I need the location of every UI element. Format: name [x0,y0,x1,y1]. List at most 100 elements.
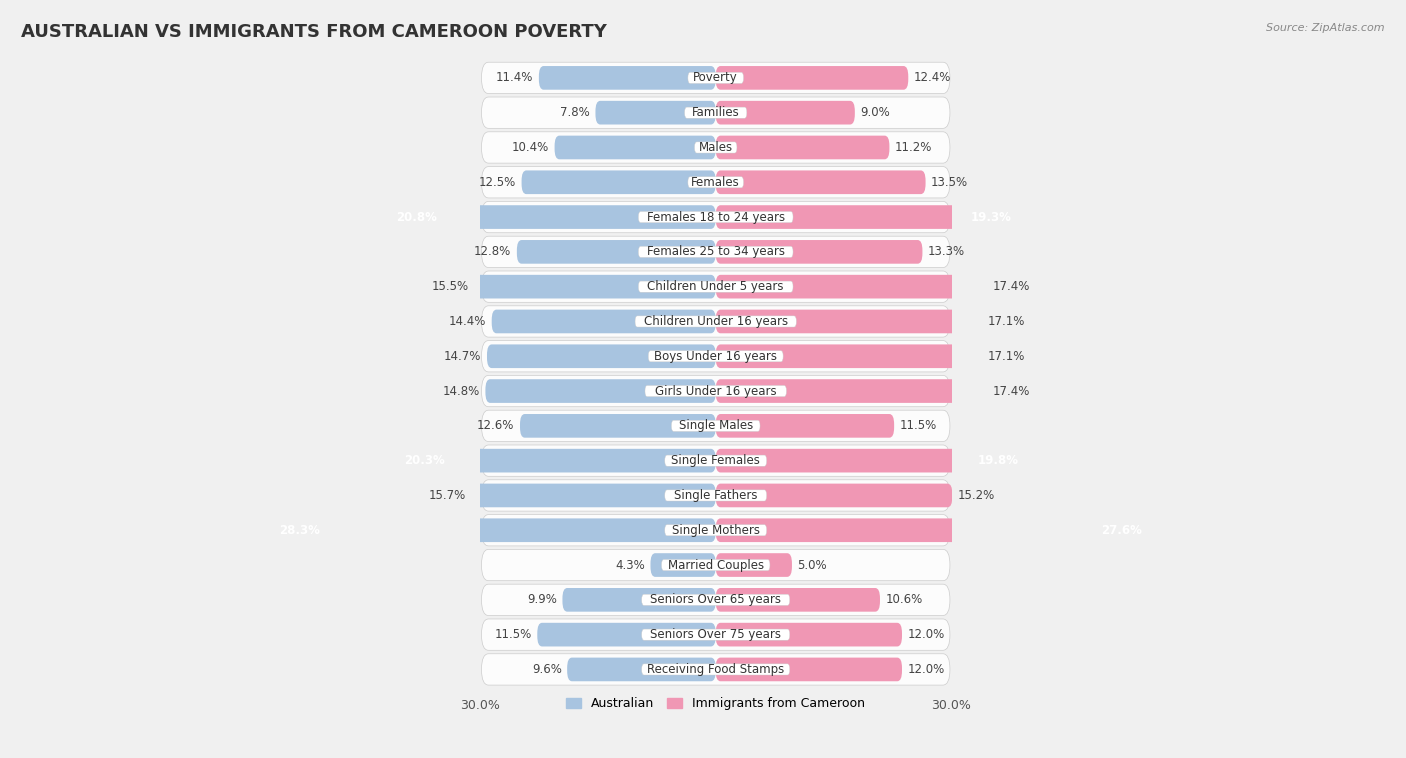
Text: 4.3%: 4.3% [616,559,645,572]
Text: Single Males: Single Males [679,419,752,432]
Text: 17.4%: 17.4% [993,280,1029,293]
FancyBboxPatch shape [399,449,716,472]
Text: 15.5%: 15.5% [432,280,470,293]
FancyBboxPatch shape [554,136,716,159]
FancyBboxPatch shape [481,97,950,128]
FancyBboxPatch shape [638,281,793,293]
FancyBboxPatch shape [481,305,950,337]
Text: 10.6%: 10.6% [886,594,922,606]
FancyBboxPatch shape [481,271,950,302]
FancyBboxPatch shape [481,132,950,163]
Text: Females: Females [692,176,740,189]
FancyBboxPatch shape [481,375,950,407]
FancyBboxPatch shape [716,414,894,437]
FancyBboxPatch shape [651,553,716,577]
Text: 28.3%: 28.3% [278,524,319,537]
FancyBboxPatch shape [481,480,950,511]
FancyBboxPatch shape [638,211,793,223]
FancyBboxPatch shape [638,246,793,258]
FancyBboxPatch shape [716,484,952,507]
Text: 12.0%: 12.0% [907,628,945,641]
FancyBboxPatch shape [562,588,716,612]
FancyBboxPatch shape [695,142,737,153]
Text: 9.9%: 9.9% [527,594,557,606]
FancyBboxPatch shape [665,525,766,536]
Text: 9.0%: 9.0% [860,106,890,119]
FancyBboxPatch shape [522,171,716,194]
Text: Married Couples: Married Couples [668,559,763,572]
Text: Boys Under 16 years: Boys Under 16 years [654,349,778,363]
Text: Source: ZipAtlas.com: Source: ZipAtlas.com [1267,23,1385,33]
Text: Families: Families [692,106,740,119]
Text: 17.4%: 17.4% [993,384,1029,397]
FancyBboxPatch shape [481,340,950,372]
Text: 14.7%: 14.7% [444,349,481,363]
FancyBboxPatch shape [537,623,716,647]
Text: 12.5%: 12.5% [479,176,516,189]
FancyBboxPatch shape [688,72,744,83]
FancyBboxPatch shape [481,202,950,233]
Text: 7.8%: 7.8% [560,106,591,119]
FancyBboxPatch shape [481,619,950,650]
FancyBboxPatch shape [641,594,790,606]
FancyBboxPatch shape [716,518,1147,542]
Text: 20.3%: 20.3% [405,454,446,467]
Text: Females 18 to 24 years: Females 18 to 24 years [647,211,785,224]
Text: 11.4%: 11.4% [496,71,533,84]
Text: 10.4%: 10.4% [512,141,550,154]
Text: Poverty: Poverty [693,71,738,84]
Text: 27.6%: 27.6% [1101,524,1142,537]
Text: Girls Under 16 years: Girls Under 16 years [655,384,776,397]
FancyBboxPatch shape [474,275,716,299]
FancyBboxPatch shape [481,653,950,685]
FancyBboxPatch shape [471,484,716,507]
FancyBboxPatch shape [481,584,950,615]
FancyBboxPatch shape [716,275,987,299]
FancyBboxPatch shape [648,351,783,362]
Text: Single Fathers: Single Fathers [673,489,758,502]
Text: Males: Males [699,141,733,154]
FancyBboxPatch shape [538,66,716,89]
FancyBboxPatch shape [492,309,716,334]
FancyBboxPatch shape [688,177,744,188]
Legend: Australian, Immigrants from Cameroon: Australian, Immigrants from Cameroon [561,692,870,715]
FancyBboxPatch shape [481,62,950,93]
Text: 5.0%: 5.0% [797,559,827,572]
Text: 12.6%: 12.6% [477,419,515,432]
FancyBboxPatch shape [716,171,925,194]
Text: Females 25 to 34 years: Females 25 to 34 years [647,246,785,258]
Text: 15.2%: 15.2% [957,489,995,502]
Text: 13.5%: 13.5% [931,176,969,189]
FancyBboxPatch shape [481,167,950,198]
Text: Children Under 5 years: Children Under 5 years [647,280,785,293]
Text: 19.8%: 19.8% [979,454,1019,467]
FancyBboxPatch shape [636,316,796,327]
FancyBboxPatch shape [716,240,922,264]
Text: 12.4%: 12.4% [914,71,950,84]
FancyBboxPatch shape [485,379,716,403]
Text: AUSTRALIAN VS IMMIGRANTS FROM CAMEROON POVERTY: AUSTRALIAN VS IMMIGRANTS FROM CAMEROON P… [21,23,607,41]
FancyBboxPatch shape [716,66,908,89]
FancyBboxPatch shape [665,490,766,501]
FancyBboxPatch shape [567,658,716,681]
FancyBboxPatch shape [716,658,903,681]
FancyBboxPatch shape [685,107,747,118]
FancyBboxPatch shape [716,205,1017,229]
FancyBboxPatch shape [481,445,950,476]
FancyBboxPatch shape [596,101,716,124]
FancyBboxPatch shape [481,236,950,268]
Text: 11.5%: 11.5% [495,628,531,641]
Text: 14.8%: 14.8% [443,384,479,397]
Text: Single Mothers: Single Mothers [672,524,759,537]
Text: 17.1%: 17.1% [987,349,1025,363]
FancyBboxPatch shape [641,664,790,675]
Text: 17.1%: 17.1% [987,315,1025,328]
Text: 12.0%: 12.0% [907,663,945,676]
FancyBboxPatch shape [716,101,855,124]
Text: Seniors Over 65 years: Seniors Over 65 years [650,594,782,606]
FancyBboxPatch shape [716,344,983,368]
FancyBboxPatch shape [481,410,950,441]
Text: Receiving Food Stamps: Receiving Food Stamps [647,663,785,676]
Text: Seniors Over 75 years: Seniors Over 75 years [650,628,782,641]
FancyBboxPatch shape [391,205,716,229]
